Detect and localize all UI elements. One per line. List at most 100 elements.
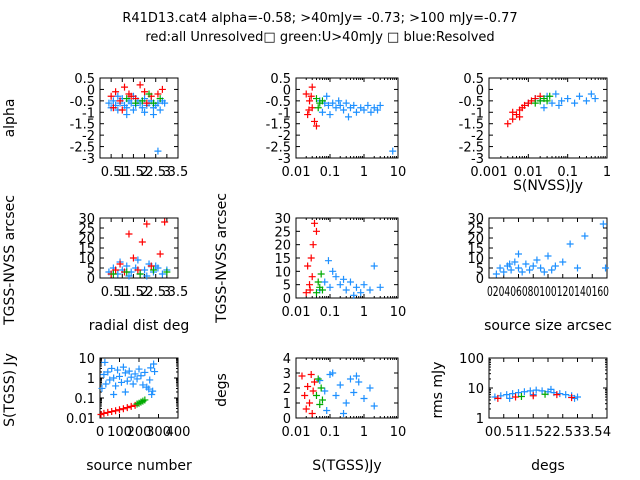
y-tick-label: -2	[82, 129, 95, 144]
y-tick-label: 0.1	[74, 392, 95, 407]
x-tick-label: 2	[140, 165, 148, 180]
x-tick-label: 10	[390, 425, 407, 440]
x-tick-label: 0.01	[282, 305, 311, 320]
y-tick-label: 5	[476, 262, 484, 277]
data-point	[340, 275, 348, 283]
series-green	[531, 92, 554, 107]
y-tick-label: 10	[274, 265, 291, 280]
data-point	[544, 252, 552, 260]
data-point	[116, 372, 123, 380]
y-tick-label: -1.5	[266, 118, 291, 133]
data-point	[146, 376, 154, 384]
data-point	[302, 289, 310, 297]
data-point	[318, 396, 326, 404]
data-point	[571, 394, 579, 402]
data-point	[552, 90, 560, 98]
x-tick-labels: 020406080100120140160	[487, 285, 609, 300]
data-point	[309, 241, 317, 249]
data-point	[129, 106, 137, 114]
data-point	[536, 97, 544, 105]
y-tick-label: 5	[283, 279, 291, 294]
data-point	[141, 396, 149, 404]
data-point	[355, 378, 363, 386]
data-point	[105, 99, 113, 107]
data-point	[582, 97, 590, 105]
data-point	[112, 88, 120, 96]
data-point	[504, 120, 512, 128]
x-tick-label: 0.5	[493, 425, 514, 440]
y-tick-label: -1	[278, 106, 291, 121]
data-point	[370, 402, 378, 410]
data-point	[574, 393, 581, 401]
x-axis-label: degs	[531, 458, 565, 474]
data-point	[141, 88, 149, 96]
data-point	[123, 104, 131, 112]
data-point	[336, 101, 344, 109]
x-tick-label: 3	[163, 165, 171, 180]
chart-panel-1: 0.511.522.533.50.50-0.5-1-1.5-2-2.5-3alp…	[2, 72, 188, 180]
data-point	[108, 364, 116, 372]
x-tick-labels: 0.001 0.01 0.1 1	[470, 165, 611, 180]
data-point	[145, 90, 153, 98]
data-point	[123, 268, 131, 276]
data-point	[158, 85, 166, 93]
data-point	[543, 97, 551, 105]
x-tick-label: 0.1	[320, 165, 341, 180]
data-point	[350, 291, 358, 299]
y-tick-label: -1.5	[459, 118, 484, 133]
x-tick-label: 1	[514, 425, 522, 440]
data-point	[518, 268, 526, 276]
y-tick-label: -3	[471, 152, 484, 167]
x-tick-label: 10	[390, 165, 407, 180]
data-point	[163, 268, 171, 276]
data-point	[306, 286, 314, 294]
data-point	[127, 402, 135, 410]
y-tick-label: -2.5	[459, 141, 484, 156]
series-red	[302, 219, 320, 297]
data-point	[352, 108, 360, 116]
y-axis-label: TGSS-NVSS arcsec	[214, 193, 230, 324]
data-point	[367, 108, 375, 116]
data-point	[541, 390, 549, 398]
data-point	[121, 369, 129, 377]
series-green	[312, 95, 326, 112]
data-point	[135, 365, 143, 373]
data-point	[551, 262, 559, 270]
x-axis-label: source size arcsec	[484, 318, 612, 334]
data-point	[492, 270, 500, 278]
data-point	[581, 232, 589, 240]
data-point	[559, 258, 567, 266]
y-tick-label: 30	[78, 212, 95, 227]
y-tick-label: 15	[78, 242, 95, 257]
y-tick-label: -2.5	[70, 141, 95, 156]
data-point	[118, 106, 126, 114]
y-tick-label: 2	[283, 382, 291, 397]
data-point	[350, 101, 358, 109]
data-point	[149, 266, 157, 274]
data-point	[321, 387, 329, 395]
data-point	[116, 406, 123, 414]
data-point	[370, 262, 378, 270]
y-tick-label: 30	[274, 212, 291, 227]
plot-frame	[488, 77, 608, 159]
x-tick-label: 200	[127, 425, 152, 440]
y-tick-label: 0	[87, 83, 95, 98]
data-point	[127, 92, 135, 100]
data-point	[154, 147, 162, 155]
data-point	[314, 375, 322, 383]
x-tick-label: 100	[107, 425, 132, 440]
plot-frame	[295, 77, 399, 159]
data-point	[119, 363, 127, 371]
x-tick-label: 1	[360, 425, 368, 440]
y-tick-label: 5	[87, 262, 95, 277]
data-point	[364, 101, 372, 109]
x-tick-label: 0.1	[320, 425, 341, 440]
y-tick-label: -2	[278, 129, 291, 144]
y-tick-label: 0.01	[66, 412, 95, 427]
series-blue	[492, 220, 610, 278]
data-point	[506, 394, 514, 402]
data-point	[329, 369, 337, 377]
data-point	[98, 384, 106, 392]
